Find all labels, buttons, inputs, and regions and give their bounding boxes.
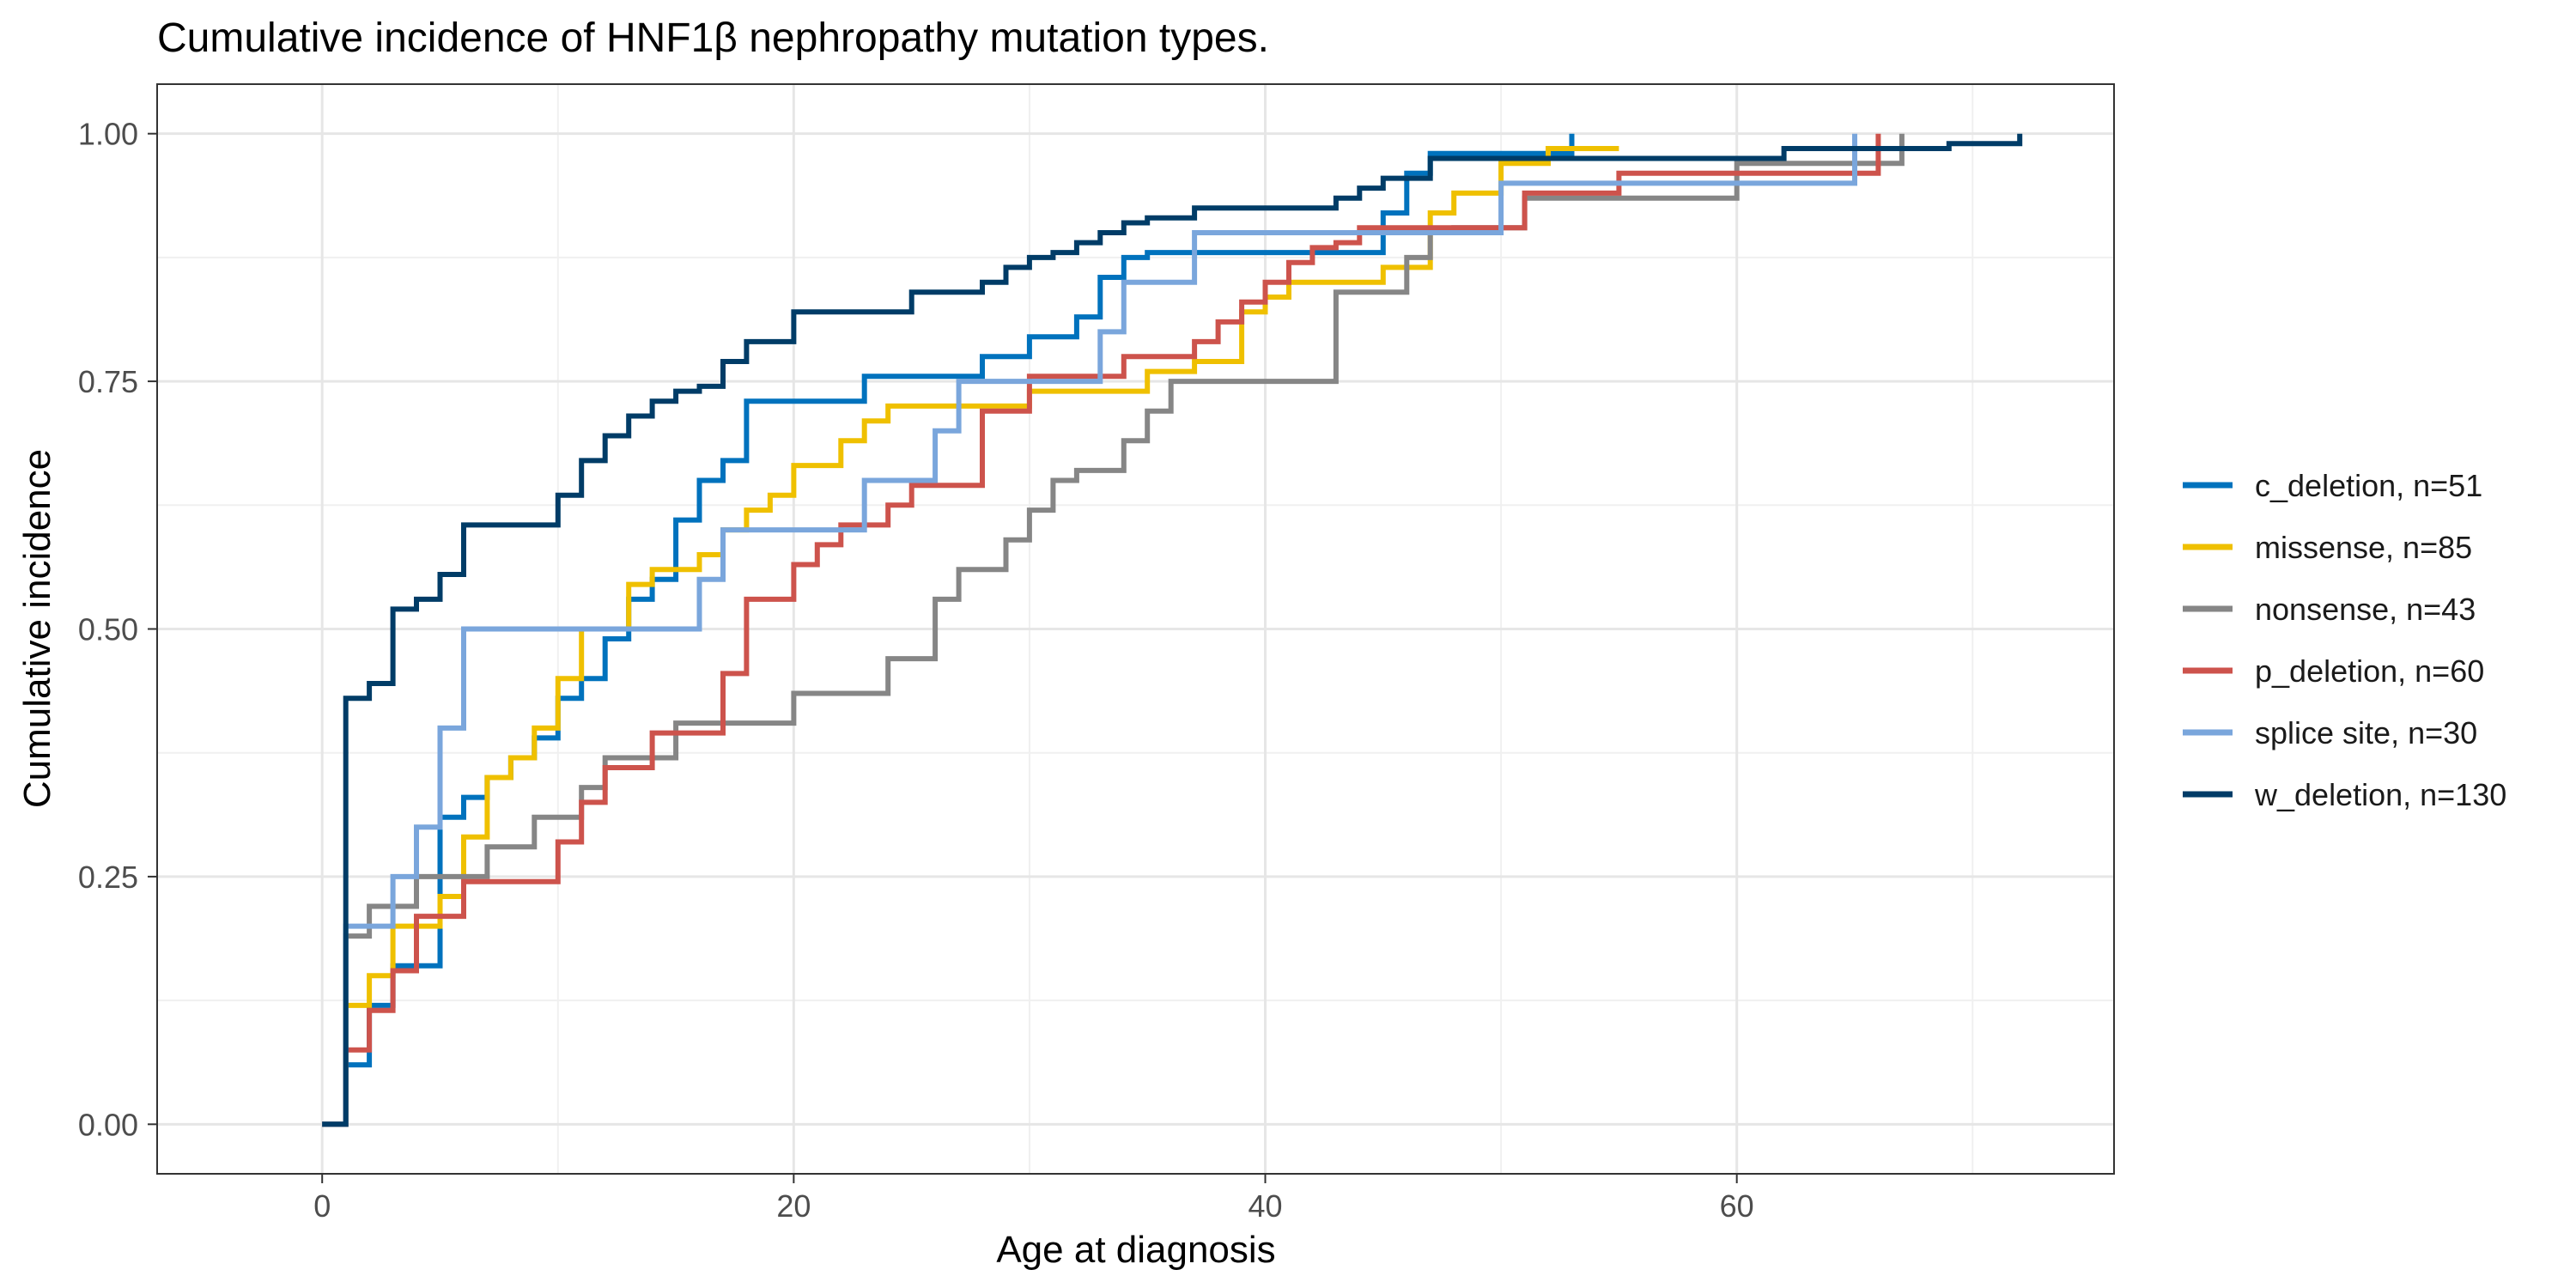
legend-label-1: missense, n=85 xyxy=(2255,530,2472,565)
legend-label-0: c_deletion, n=51 xyxy=(2255,468,2482,503)
x-tick-label: 0 xyxy=(313,1188,331,1224)
y-axis-ticks: 0.00 0.25 0.50 0.75 1.00 xyxy=(78,117,157,1142)
series-line-0 xyxy=(322,133,1575,1127)
series-line-5 xyxy=(322,133,2023,1127)
grid xyxy=(157,84,2114,1174)
x-tick-label: 40 xyxy=(1248,1188,1282,1224)
x-axis-title: Age at diagnosis xyxy=(996,1229,1275,1271)
legend: c_deletion, n=51 missense, n=85 nonsense, … xyxy=(2183,468,2506,812)
x-axis-ticks: 0 20 40 60 xyxy=(313,1174,1754,1224)
legend-label-2: nonsense, n=43 xyxy=(2255,592,2476,627)
y-axis-title: Cumulative incidence xyxy=(16,449,58,808)
x-tick-label: 60 xyxy=(1720,1188,1754,1224)
legend-label-4: splice site, n=30 xyxy=(2255,715,2477,750)
y-tick-label: 0.00 xyxy=(78,1107,138,1142)
y-tick-label: 1.00 xyxy=(78,117,138,152)
y-tick-label: 0.75 xyxy=(78,364,138,399)
series-line-2 xyxy=(322,133,1905,1127)
series-line-1 xyxy=(322,146,1619,1127)
y-tick-label: 0.50 xyxy=(78,612,138,647)
chart-title: Cumulative incidence of HNF1β nephropath… xyxy=(157,15,1269,61)
series-line-3 xyxy=(322,133,1881,1127)
legend-label-5: w_deletion, n=130 xyxy=(2254,777,2506,812)
series-lines xyxy=(322,133,2023,1127)
x-tick-label: 20 xyxy=(776,1188,811,1224)
y-tick-label: 0.25 xyxy=(78,860,138,895)
series-line-4 xyxy=(322,133,1857,1127)
legend-label-3: p_deletion, n=60 xyxy=(2255,653,2484,689)
